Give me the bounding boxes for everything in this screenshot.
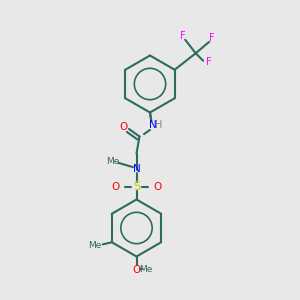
Text: N: N [148, 119, 156, 130]
Text: S: S [133, 180, 140, 193]
Text: O: O [132, 265, 141, 275]
Text: O: O [111, 182, 119, 192]
Text: Me: Me [140, 266, 153, 274]
Text: Me: Me [88, 241, 101, 250]
Text: F: F [209, 33, 214, 43]
Text: F: F [206, 57, 211, 67]
Text: O: O [119, 122, 128, 132]
Text: N: N [133, 164, 140, 175]
Text: O: O [154, 182, 162, 192]
Text: F: F [180, 31, 186, 41]
Text: Me: Me [106, 157, 120, 166]
Text: H: H [155, 120, 163, 130]
